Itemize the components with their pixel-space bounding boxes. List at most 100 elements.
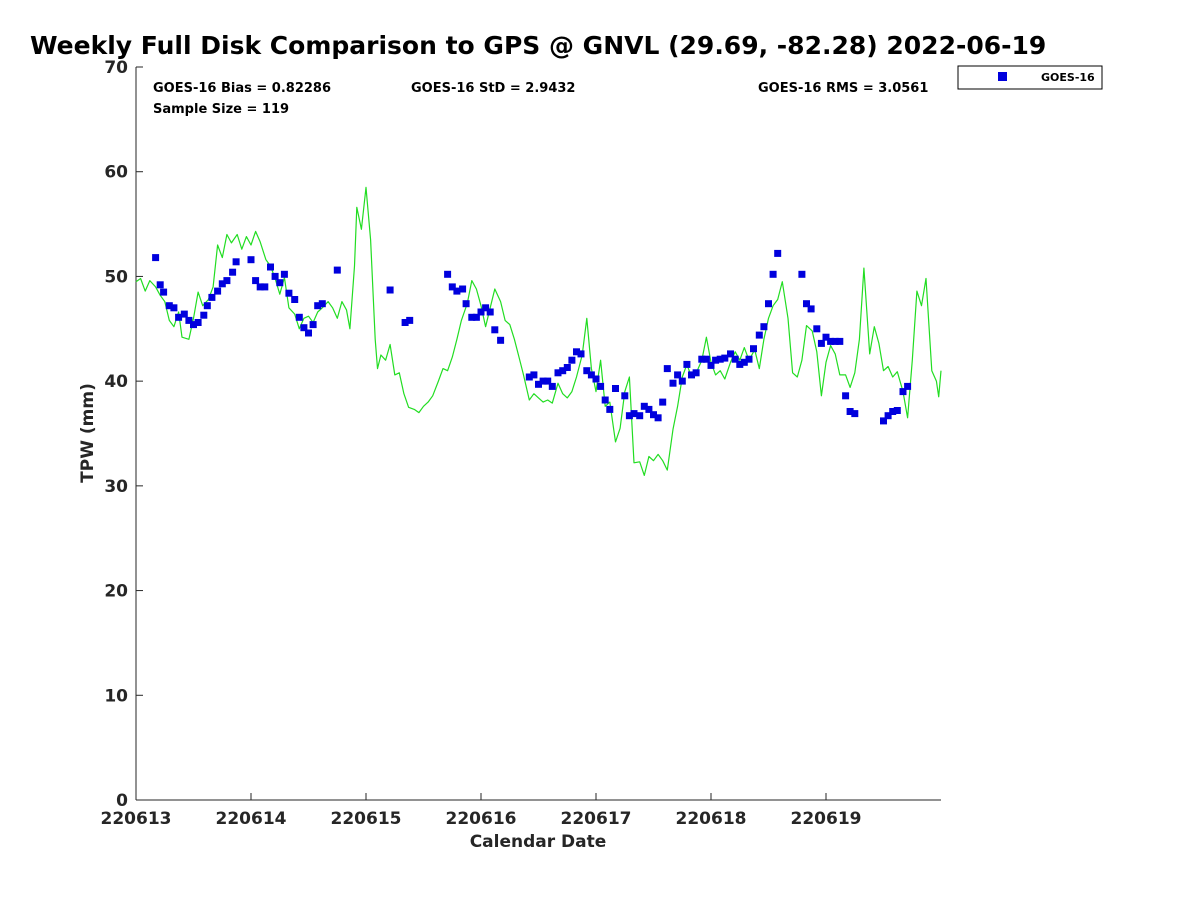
goes16-point — [462, 300, 470, 308]
goes16-point — [731, 355, 739, 363]
goes16-point — [401, 319, 409, 326]
goes16-point — [554, 369, 562, 377]
axes: 0 10 20 30 40 50 60 70 220613 220614 220615 220616 2… — [101, 58, 941, 829]
goes16-point — [716, 355, 724, 363]
goes16-point — [587, 371, 595, 379]
goes16-point — [654, 414, 662, 422]
goes16-point — [692, 369, 700, 377]
x-tick-label: 220619 — [791, 809, 862, 829]
sample-size-annotation: Sample Size = 119 — [153, 102, 289, 117]
goes16-point — [444, 270, 452, 278]
goes16-point — [406, 316, 414, 324]
goes16-point — [459, 285, 467, 293]
goes16-point — [583, 367, 591, 375]
goes16-point — [755, 331, 763, 339]
goes16-point — [669, 379, 677, 387]
legend-marker — [998, 72, 1007, 81]
goes16-point — [160, 288, 168, 296]
goes16-point — [453, 287, 461, 295]
goes16-point — [606, 405, 614, 413]
goes16-point — [577, 350, 585, 358]
x-tick-label: 220614 — [216, 809, 287, 829]
goes16-point — [276, 279, 284, 287]
goes16-point — [261, 283, 269, 291]
goes16-point — [563, 364, 571, 371]
goes16-point — [194, 319, 202, 326]
goes16-point — [175, 313, 183, 321]
goes16-point — [880, 417, 887, 425]
goes16-point — [200, 311, 208, 319]
legend-label: GOES-16 — [1041, 71, 1095, 84]
goes16-point — [822, 333, 830, 341]
y-tick-label: 0 — [116, 791, 128, 811]
x-tick-label: 220615 — [331, 809, 402, 829]
y-tick-label: 70 — [104, 58, 128, 78]
goes16-point — [745, 355, 753, 363]
goes16-point — [165, 302, 173, 310]
goes16-point — [548, 382, 556, 390]
goes16-point — [486, 308, 494, 316]
goes16-point — [645, 405, 653, 413]
y-axis-label: TPW (mm) — [78, 383, 98, 483]
goes16-point — [698, 355, 706, 363]
goes16-point — [185, 316, 193, 324]
goes16-point — [760, 323, 768, 331]
goes16-point — [707, 361, 715, 369]
goes16-point — [285, 289, 293, 297]
goes16-point — [229, 268, 237, 276]
goes16-point — [525, 373, 533, 381]
goes16-point — [846, 408, 854, 415]
goes16-point — [702, 355, 710, 363]
goes16-point — [491, 326, 499, 334]
y-tick-label: 50 — [104, 267, 128, 287]
goes16-point — [218, 280, 226, 288]
x-tick-label: 220613 — [101, 809, 172, 829]
goes16-point — [333, 266, 341, 274]
y-tick-label: 10 — [104, 686, 128, 706]
goes16-point — [530, 371, 538, 379]
goes16-point — [592, 375, 600, 383]
goes16-point — [190, 321, 197, 329]
goes16-point — [827, 337, 835, 345]
goes16-point — [223, 277, 231, 285]
goes16-point — [597, 382, 605, 390]
goes16-point — [636, 412, 644, 420]
goes16-point — [813, 325, 821, 333]
goes16-point — [663, 365, 671, 373]
goes16-point — [252, 277, 260, 285]
goes16-point — [884, 412, 892, 420]
goes16-point — [889, 408, 897, 415]
goes16-point — [271, 272, 279, 280]
x-tick-label: 220616 — [446, 809, 517, 829]
goes16-point — [688, 371, 695, 379]
goes16-point — [650, 411, 657, 419]
bias-annotation: GOES-16 Bias = 0.82286 — [153, 81, 331, 96]
goes16-point — [280, 270, 288, 278]
goes16-point — [573, 348, 580, 356]
goes16-point — [214, 287, 222, 295]
goes16-point — [472, 313, 480, 321]
x-tick-label: 220617 — [561, 809, 632, 829]
goes16-point — [851, 410, 859, 418]
std-annotation: GOES-16 StD = 2.9432 — [411, 81, 575, 96]
goes16-point — [267, 263, 274, 271]
goes16-point — [203, 302, 211, 310]
goes16-point — [736, 360, 744, 368]
goes16-point — [152, 254, 160, 262]
goes16-point — [318, 300, 326, 308]
y-tick-label: 30 — [104, 477, 128, 497]
goes16-point — [256, 283, 264, 291]
goes16-scatter-series — [152, 249, 912, 425]
goes16-point — [625, 412, 633, 420]
goes16-point — [807, 305, 815, 313]
goes16-point — [232, 258, 240, 266]
goes16-point — [448, 283, 456, 291]
goes16-point — [612, 385, 619, 392]
legend: GOES-16 — [957, 65, 1103, 90]
goes16-point — [721, 354, 729, 362]
goes16-point — [535, 380, 542, 388]
gps-line — [135, 186, 942, 476]
goes16-point — [300, 324, 308, 332]
goes16-point — [640, 402, 648, 410]
